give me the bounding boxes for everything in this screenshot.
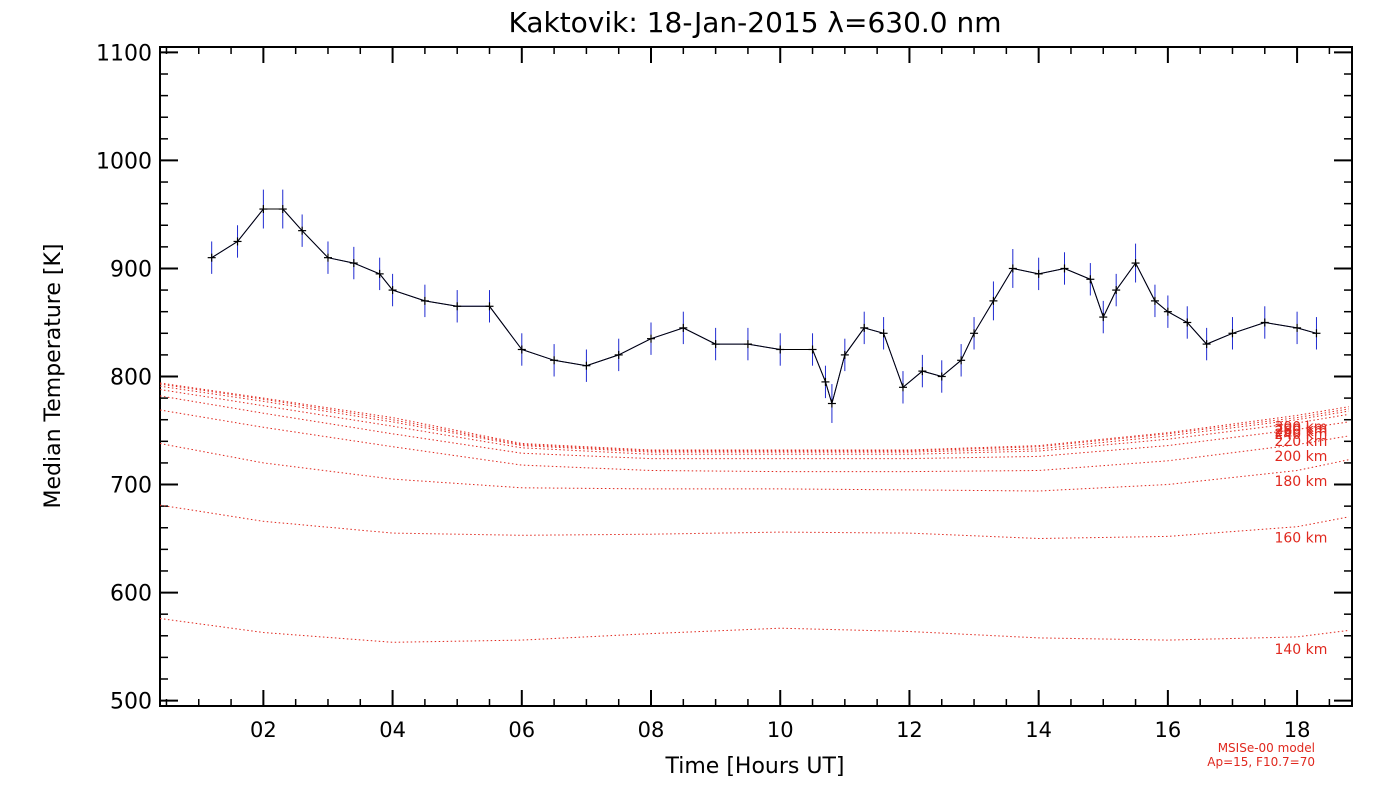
x-tick-label: 14	[1025, 718, 1052, 742]
model-curve	[160, 443, 1349, 492]
model-curve	[160, 385, 1349, 453]
model-curve	[160, 409, 1349, 473]
model-curve	[160, 382, 1349, 451]
altitude-label: 200 km	[1274, 449, 1327, 465]
y-tick-label: 1000	[96, 149, 152, 174]
altitude-label: 220 km	[1274, 434, 1327, 450]
x-tick-label: 16	[1155, 718, 1182, 742]
x-tick-label: 04	[379, 718, 406, 742]
model-note-line-2: Ap=15, F10.7=70	[1207, 755, 1315, 769]
altitude-label: 140 km	[1274, 642, 1327, 658]
y-tick-label: 900	[110, 257, 152, 282]
altitude-label: 300 km	[1274, 420, 1327, 436]
altitude-label: 180 km	[1274, 474, 1327, 490]
median-line	[211, 208, 1317, 406]
model-note-line-1: MSISe-00 model	[1218, 741, 1315, 755]
y-tick-label: 600	[110, 582, 152, 607]
y-tick-label: 800	[110, 366, 152, 391]
x-tick-label: 02	[250, 718, 277, 742]
x-tick-label: 10	[767, 718, 794, 742]
x-tick-label: 12	[896, 718, 923, 742]
y-axis-label: Median Temperature [K]	[41, 244, 66, 509]
x-axis-label: Time [Hours UT]	[665, 754, 845, 779]
x-tick-label: 08	[638, 718, 665, 742]
series-trace	[211, 208, 1317, 406]
y-tick-label: 500	[110, 690, 152, 715]
altitude-label: 160 km	[1274, 530, 1327, 546]
plot-series-layer	[160, 189, 1349, 643]
model-curve	[160, 383, 1349, 452]
altitude-label: 280 km	[1274, 422, 1327, 438]
model-curve	[160, 389, 1349, 455]
y-tick-label: 700	[110, 474, 152, 499]
altitude-label: 260 km	[1274, 424, 1327, 440]
model-curve	[160, 504, 1349, 540]
altitude-label: 240 km	[1274, 427, 1327, 443]
plot-area: 02 04 06 08 10 12 14 16 18 500 600 700 800 900 1000 110…	[96, 41, 1353, 742]
chart-title: Kaktovik: 18-Jan-2015 λ=630.0 nm	[508, 6, 1001, 39]
plot-frame	[159, 46, 1353, 707]
x-tick-label: 18	[1284, 718, 1311, 742]
x-tick-label: 06	[508, 718, 535, 742]
model-curve	[160, 395, 1349, 460]
y-tick-label: 1100	[96, 41, 152, 66]
model-curve	[160, 618, 1349, 643]
